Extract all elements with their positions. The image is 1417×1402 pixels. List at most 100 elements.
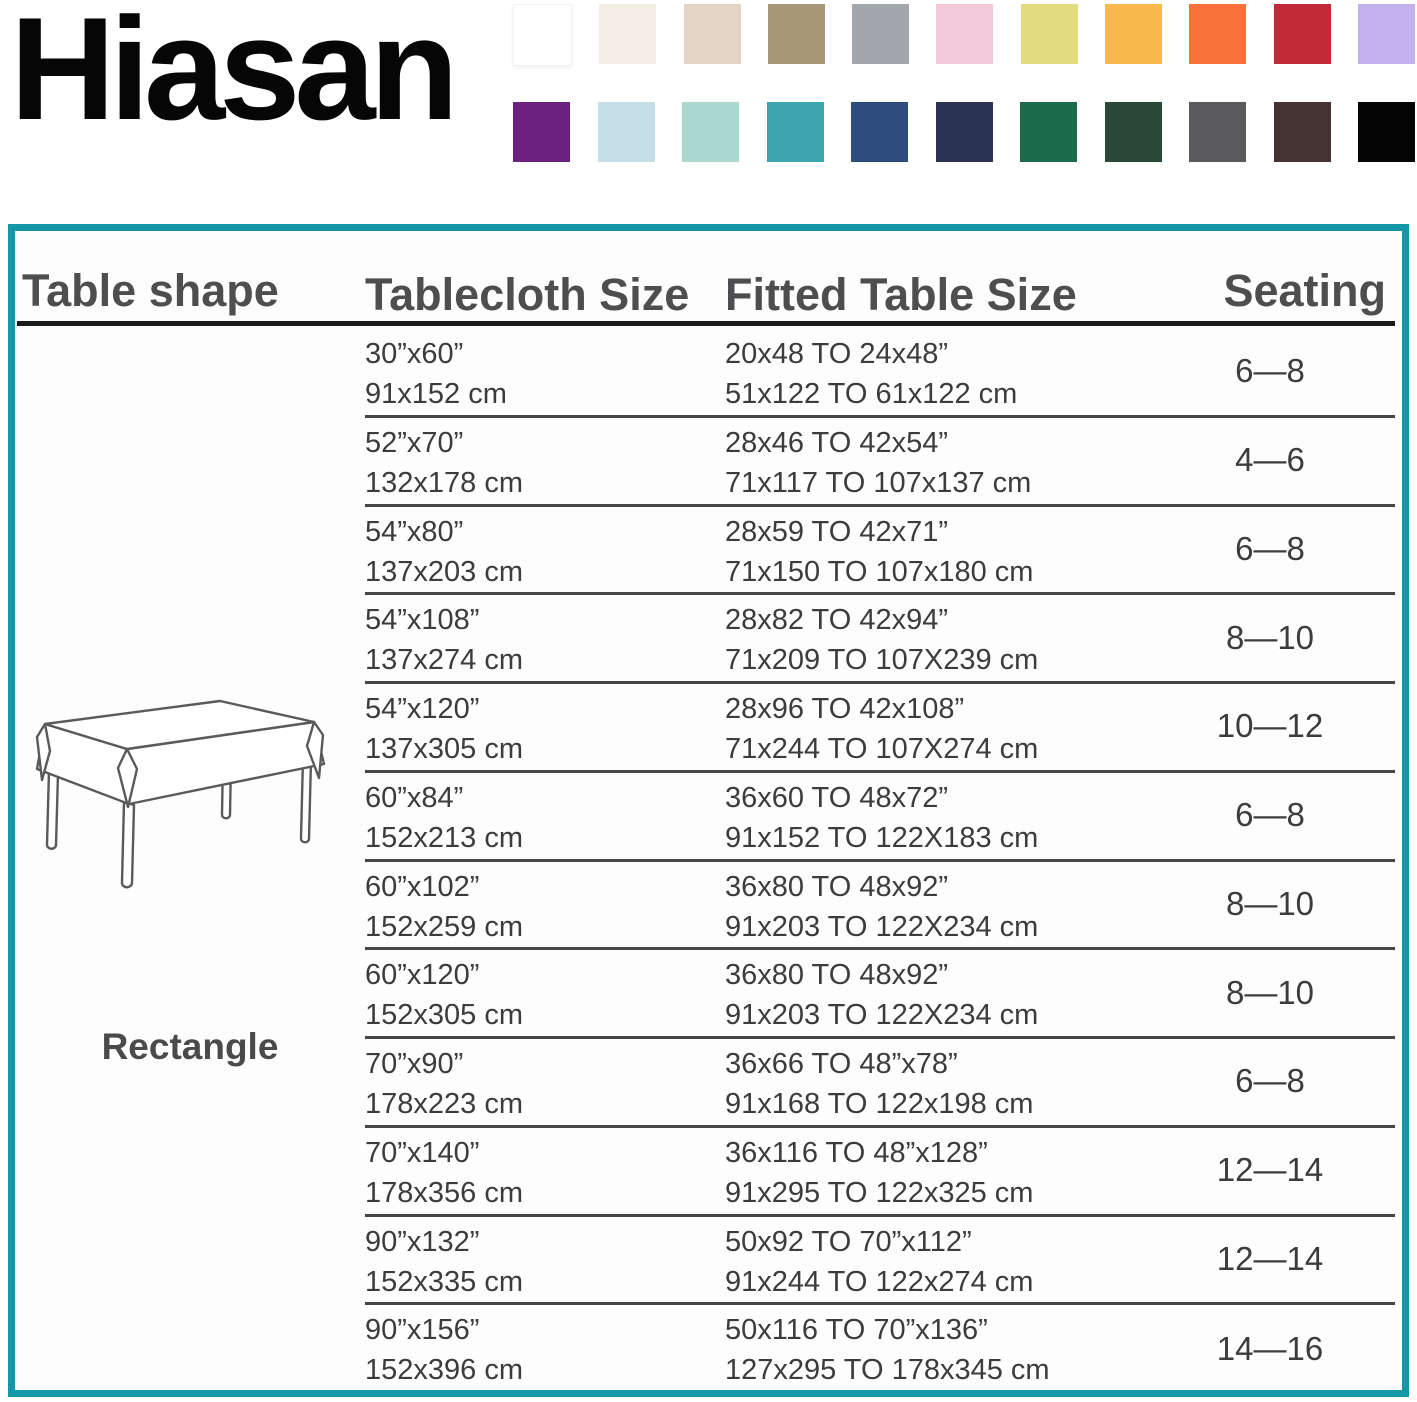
seating-cell: 8—10 — [1225, 973, 1315, 1011]
fitted-size-inches: 28x82 TO 42x94” — [725, 604, 949, 637]
tablecloth-size-cell: 90”x132” 152x335 cm — [365, 1222, 725, 1303]
fitted-size-inches: 28x46 TO 42x54” — [725, 426, 949, 459]
color-swatch-blue — [851, 102, 908, 162]
size-row: 70”x140” 178x356 cm 36x116 TO 48”x128” 9… — [365, 1128, 1395, 1217]
fitted-size-cell: 50x116 TO 70”x136” 127x295 TO 178x345 cm — [725, 1310, 1145, 1394]
seating-cell: 10—12 — [1216, 707, 1324, 745]
tablecloth-size-inches: 54”x80” — [365, 515, 464, 548]
seating-cell: 8—10 — [1225, 884, 1315, 922]
size-chart-panel: Table shape Tablecloth Size Fitted Table… — [8, 224, 1409, 1397]
tablecloth-size-inches: 60”x120” — [365, 959, 480, 992]
tablecloth-size-cell: 52”x70” 132x178 cm — [365, 423, 725, 504]
fitted-size-cm: 71x209 TO 107X239 cm — [725, 644, 1039, 677]
tablecloth-size-inches: 54”x120” — [365, 693, 480, 725]
fitted-size-cm: 71x117 TO 107x137 cm — [725, 466, 1032, 499]
shape-label: Rectangle — [101, 1026, 279, 1067]
rectangle-table-icon — [35, 699, 326, 889]
size-row: 60”x102” 152x259 cm 36x80 TO 48x92” 91x2… — [365, 862, 1395, 951]
tablecloth-size-cm: 152x335 cm — [365, 1265, 523, 1298]
color-swatch-purple — [513, 102, 570, 162]
fitted-size-inches: 36x80 TO 48x92” — [725, 959, 949, 992]
size-row: 90”x156” 152x396 cm 50x116 TO 70”x136” 1… — [365, 1305, 1395, 1394]
seating-cell: 12—14 — [1216, 1239, 1324, 1277]
tablecloth-size-cm: 137x274 cm — [365, 644, 523, 677]
fitted-size-inches: 28x59 TO 42x71” — [725, 515, 949, 548]
seating-cell: 6—8 — [1235, 352, 1305, 390]
column-header-seating: Seating — [1223, 265, 1386, 316]
fitted-size-cm: 91x203 TO 122X234 cm — [725, 910, 1039, 943]
fitted-size-inches: 36x116 TO 48”x128” — [725, 1136, 988, 1169]
color-swatch-red — [1273, 4, 1331, 64]
swatch-row — [513, 4, 1415, 66]
seating-cell: 12—14 — [1216, 1151, 1324, 1189]
fitted-size-cell: 28x46 TO 42x54” 71x117 TO 107x137 cm — [725, 423, 1145, 504]
tablecloth-size-cm: 178x356 cm — [365, 1176, 523, 1209]
size-row: 54”x80” 137x203 cm 28x59 TO 42x71” 71x15… — [365, 507, 1395, 596]
size-row: 54”x120” 137x305 cm 28x96 TO 42x108” 71x… — [365, 684, 1395, 773]
seating-cell: 6—8 — [1235, 529, 1305, 567]
tablecloth-size-cm: 152x396 cm — [365, 1354, 523, 1387]
tablecloth-size-cm: 137x203 cm — [365, 555, 523, 588]
color-swatch-green — [1020, 102, 1077, 162]
fitted-size-inches: 50x92 TO 70”x112” — [725, 1225, 972, 1258]
tablecloth-size-inches: 60”x102” — [365, 870, 480, 903]
color-swatch-yellow — [1020, 4, 1078, 64]
tablecloth-size-inches: 54”x108” — [365, 604, 480, 637]
fitted-size-inches: 20x48 TO 24x48” — [725, 338, 949, 370]
fitted-size-cm: 91x203 TO 122X234 cm — [725, 999, 1039, 1032]
fitted-size-cm: 51x122 TO 61x122 cm — [725, 378, 1018, 410]
column-header-tablecloth-size: Tablecloth Size — [365, 269, 690, 320]
tablecloth-size-cell: 60”x102” 152x259 cm — [365, 867, 725, 948]
fitted-size-cell: 50x92 TO 70”x112” 91x244 TO 122x274 cm — [725, 1222, 1145, 1303]
fitted-size-inches: 50x116 TO 70”x136” — [725, 1314, 988, 1347]
swatch-row — [513, 102, 1415, 162]
color-swatch-lavender — [1357, 4, 1415, 64]
fitted-size-cell: 20x48 TO 24x48” 51x122 TO 61x122 cm — [725, 334, 1145, 415]
fitted-size-cell: 36x80 TO 48x92” 91x203 TO 122X234 cm — [725, 955, 1145, 1036]
seating-cell: 6—8 — [1235, 1062, 1305, 1100]
tablecloth-size-cell: 70”x140” 178x356 cm — [365, 1133, 725, 1214]
tablecloth-size-inches: 52”x70” — [365, 426, 464, 459]
color-swatch-black — [1358, 102, 1415, 162]
tablecloth-size-cm: 132x178 cm — [365, 466, 523, 499]
fitted-size-cell: 36x66 TO 48”x78” 91x168 TO 122x198 cm — [725, 1044, 1145, 1125]
tablecloth-size-cell: 30”x60” 91x152 cm — [365, 334, 725, 415]
fitted-size-cm: 91x152 TO 122X183 cm — [725, 821, 1039, 854]
color-swatch-dark-green — [1104, 102, 1162, 162]
color-swatch-grid — [513, 4, 1415, 162]
tablecloth-size-cm: 152x305 cm — [365, 999, 523, 1032]
tablecloth-size-inches: 90”x132” — [365, 1225, 480, 1258]
color-swatch-beige — [683, 4, 741, 64]
tablecloth-size-cell: 60”x120” 152x305 cm — [365, 955, 725, 1036]
seating-cell: 6—8 — [1235, 796, 1305, 834]
fitted-size-cm: 91x168 TO 122x198 cm — [725, 1088, 1034, 1120]
tablecloth-size-cell: 70”x90” 178x223 cm — [365, 1044, 725, 1125]
tablecloth-size-cell: 90”x156” 152x396 cm — [365, 1310, 725, 1394]
color-swatch-khaki — [767, 4, 825, 64]
fitted-size-cell: 28x82 TO 42x94” 71x209 TO 107X239 cm — [725, 600, 1145, 681]
color-swatch-navy — [935, 102, 993, 162]
color-swatch-dark-grey — [1189, 102, 1246, 162]
tablecloth-size-cell: 54”x120” 137x305 cm — [365, 689, 725, 770]
fitted-size-cell: 36x116 TO 48”x128” 91x295 TO 122x325 cm — [725, 1133, 1145, 1214]
fitted-size-inches: 36x66 TO 48”x78” — [725, 1048, 958, 1080]
size-row: 70”x90” 178x223 cm 36x66 TO 48”x78” 91x1… — [365, 1039, 1395, 1128]
tablecloth-size-cm: 137x305 cm — [365, 733, 523, 765]
fitted-size-cm: 71x150 TO 107x180 cm — [725, 555, 1034, 588]
tablecloth-size-inches: 30”x60” — [365, 338, 464, 370]
fitted-size-cm: 71x244 TO 107X274 cm — [725, 733, 1039, 765]
tablecloth-size-inches: 90”x156” — [365, 1314, 480, 1347]
fitted-size-cell: 36x60 TO 48x72” 91x152 TO 122X183 cm — [725, 778, 1145, 859]
color-swatch-teal — [766, 102, 824, 162]
size-row: 30”x60” 91x152 cm 20x48 TO 24x48” 51x122… — [365, 329, 1395, 418]
fitted-size-cm: 91x295 TO 122x325 cm — [725, 1176, 1034, 1209]
tablecloth-size-inches: 70”x140” — [365, 1136, 480, 1169]
column-header-table-shape: Table shape — [22, 265, 279, 316]
tablecloth-size-cell: 54”x108” 137x274 cm — [365, 600, 725, 681]
color-swatch-gold — [1105, 4, 1163, 64]
tablecloth-size-cm: 91x152 cm — [365, 378, 507, 410]
size-row: 52”x70” 132x178 cm 28x46 TO 42x54” 71x11… — [365, 418, 1395, 507]
fitted-size-cell: 28x96 TO 42x108” 71x244 TO 107X274 cm — [725, 689, 1145, 770]
color-swatch-pink — [936, 4, 994, 64]
color-swatch-grey — [852, 4, 910, 64]
